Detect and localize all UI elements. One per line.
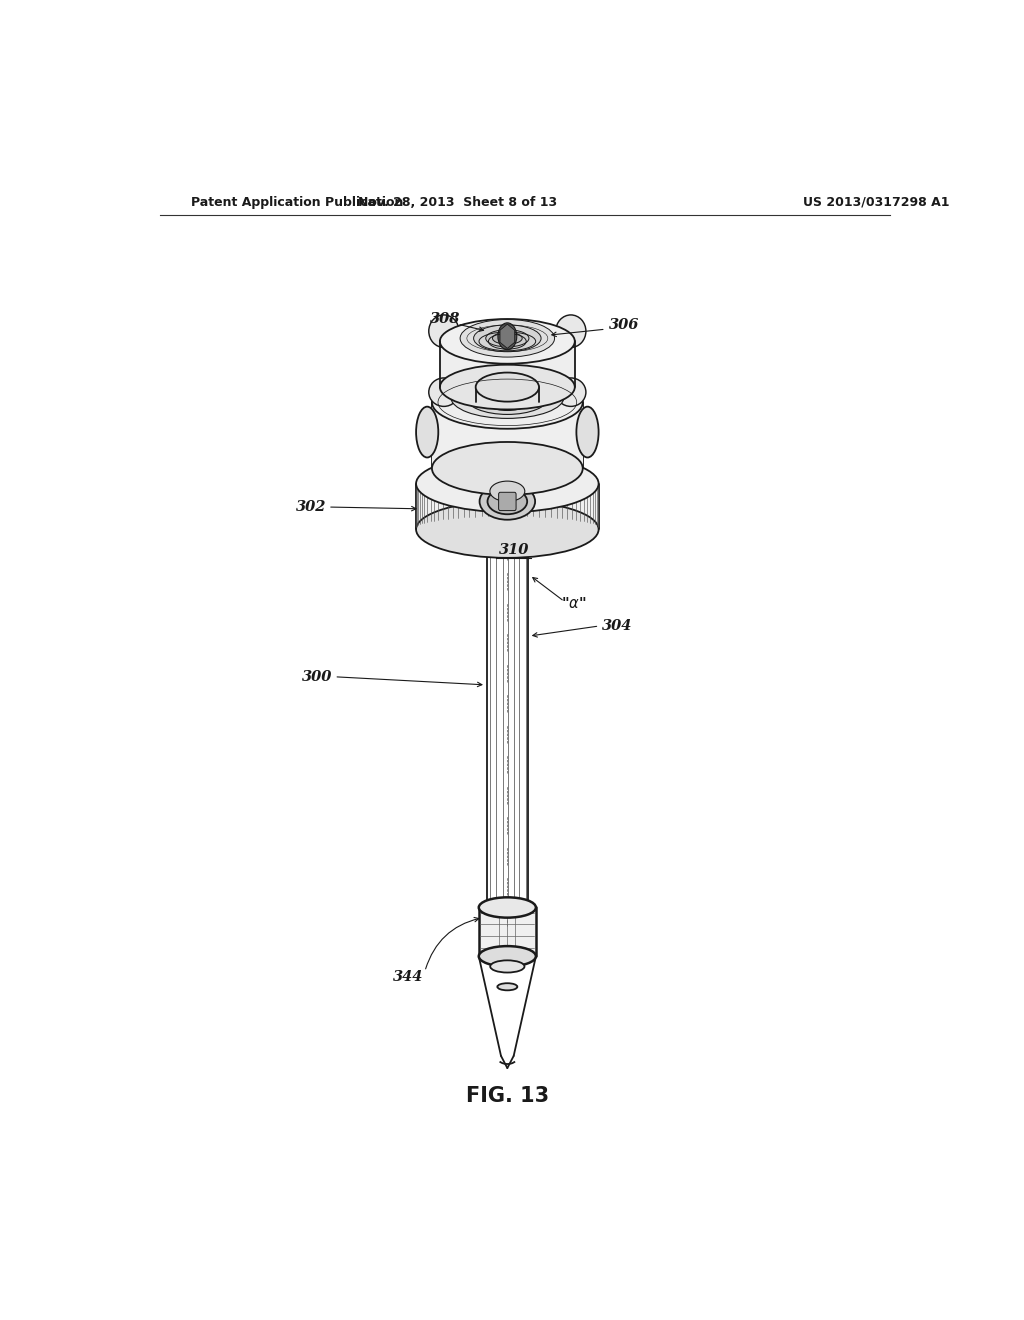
Polygon shape [500,325,515,348]
Polygon shape [476,387,539,403]
Text: Nov. 28, 2013  Sheet 8 of 13: Nov. 28, 2013 Sheet 8 of 13 [357,195,557,209]
Polygon shape [440,342,574,387]
Ellipse shape [498,323,517,350]
Ellipse shape [429,315,459,347]
Ellipse shape [481,384,534,411]
Text: "$\alpha$": "$\alpha$" [561,597,587,611]
Polygon shape [432,403,583,469]
Ellipse shape [432,442,583,495]
Polygon shape [416,483,599,529]
Ellipse shape [432,376,583,429]
Text: 308: 308 [430,312,461,326]
Ellipse shape [556,378,586,407]
Ellipse shape [440,319,574,364]
Ellipse shape [474,325,541,351]
Ellipse shape [493,333,522,345]
Ellipse shape [460,319,555,358]
Ellipse shape [466,380,549,414]
Text: 344: 344 [393,970,423,983]
Text: 300: 300 [302,669,333,684]
Text: Patent Application Publication: Patent Application Publication [191,195,403,209]
Ellipse shape [577,407,599,458]
Text: FIG. 13: FIG. 13 [466,1085,549,1106]
Text: US 2013/0317298 A1: US 2013/0317298 A1 [803,195,949,209]
Polygon shape [479,907,536,956]
Ellipse shape [556,315,586,347]
Ellipse shape [489,480,524,502]
Ellipse shape [416,407,438,458]
Text: 302: 302 [296,500,327,513]
Ellipse shape [416,500,599,558]
Ellipse shape [486,536,528,553]
Ellipse shape [498,983,517,990]
Ellipse shape [479,898,536,917]
FancyBboxPatch shape [499,492,516,511]
Ellipse shape [479,946,536,966]
Ellipse shape [429,378,459,407]
Text: 306: 306 [609,318,639,333]
Ellipse shape [451,376,564,418]
Ellipse shape [416,455,599,512]
Ellipse shape [485,330,529,347]
Text: 310: 310 [499,543,528,557]
Text: 304: 304 [602,619,632,634]
Ellipse shape [476,372,539,401]
Ellipse shape [479,483,536,520]
Ellipse shape [490,961,524,973]
Ellipse shape [440,364,574,409]
Ellipse shape [500,335,515,342]
Ellipse shape [487,488,527,515]
